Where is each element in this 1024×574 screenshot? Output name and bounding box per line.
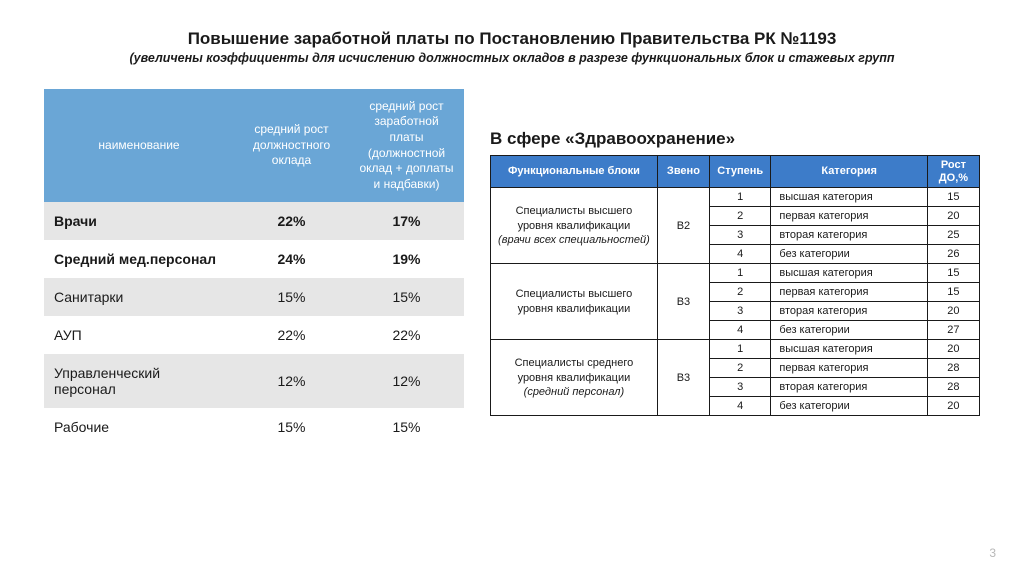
right-cell-block: Специалисты среднего уровня квалификации… [491, 340, 658, 416]
right-cell-step: 1 [710, 188, 771, 207]
table-row: Специалисты высшего уровня квалификации(… [491, 188, 980, 207]
healthcare-table: Функциональные блоки Звено Ступень Катег… [490, 155, 980, 416]
left-cell-name: Врачи [44, 202, 234, 240]
right-cell-rost: 28 [927, 359, 979, 378]
right-cell-step: 3 [710, 226, 771, 245]
right-th-block: Функциональные блоки [491, 155, 658, 187]
right-cell-cat: первая категория [771, 283, 927, 302]
right-cell-block: Специалисты высшего уровня квалификации [491, 264, 658, 340]
right-cell-rost: 20 [927, 340, 979, 359]
right-th-zveno: Звено [657, 155, 709, 187]
right-cell-cat: без категории [771, 245, 927, 264]
right-cell-cat: вторая категория [771, 302, 927, 321]
right-cell-block: Специалисты высшего уровня квалификации(… [491, 188, 658, 264]
table-row: Специалисты высшего уровня квалификацииB… [491, 264, 980, 283]
left-cell-v2: 12% [349, 354, 464, 408]
table-row: Врачи22%17% [44, 202, 464, 240]
right-cell-rost: 15 [927, 188, 979, 207]
right-cell-cat: первая категория [771, 207, 927, 226]
left-th-col2: средний рост заработной платы (должностн… [349, 89, 464, 203]
healthcare-block: В сфере «Здравоохранение» Функциональные… [490, 89, 980, 416]
table-row: Управленческий персонал12%12% [44, 354, 464, 408]
left-cell-v1: 24% [234, 240, 349, 278]
left-cell-v2: 17% [349, 202, 464, 240]
right-cell-rost: 15 [927, 264, 979, 283]
right-cell-rost: 28 [927, 378, 979, 397]
right-heading: В сфере «Здравоохранение» [490, 129, 980, 149]
salary-growth-table: наименование средний рост должностного о… [44, 89, 464, 447]
right-cell-step: 1 [710, 264, 771, 283]
left-cell-v2: 15% [349, 408, 464, 446]
content-row: наименование средний рост должностного о… [44, 89, 980, 447]
left-cell-v1: 22% [234, 316, 349, 354]
title-block: Повышение заработной платы по Постановле… [44, 28, 980, 67]
right-cell-zveno: B3 [657, 340, 709, 416]
left-cell-v2: 22% [349, 316, 464, 354]
right-cell-zveno: B2 [657, 188, 709, 264]
right-cell-cat: вторая категория [771, 226, 927, 245]
right-cell-step: 3 [710, 302, 771, 321]
left-cell-v1: 22% [234, 202, 349, 240]
left-cell-v1: 15% [234, 408, 349, 446]
right-cell-rost: 27 [927, 321, 979, 340]
page-number: 3 [989, 546, 996, 560]
right-cell-rost: 20 [927, 397, 979, 416]
right-cell-step: 2 [710, 283, 771, 302]
left-cell-name: Санитарки [44, 278, 234, 316]
left-cell-v2: 15% [349, 278, 464, 316]
right-cell-cat: первая категория [771, 359, 927, 378]
right-cell-rost: 26 [927, 245, 979, 264]
left-th-name: наименование [44, 89, 234, 203]
left-cell-v2: 19% [349, 240, 464, 278]
table-row: Рабочие15%15% [44, 408, 464, 446]
right-th-cat: Категория [771, 155, 927, 187]
left-cell-v1: 12% [234, 354, 349, 408]
right-cell-step: 4 [710, 321, 771, 340]
left-th-col1: средний рост должностного оклада [234, 89, 349, 203]
right-cell-cat: вторая категория [771, 378, 927, 397]
right-cell-step: 2 [710, 359, 771, 378]
right-th-rost: Рост ДО,% [927, 155, 979, 187]
right-cell-cat: высшая категория [771, 264, 927, 283]
left-cell-name: Рабочие [44, 408, 234, 446]
right-cell-rost: 20 [927, 207, 979, 226]
table-row: Санитарки15%15% [44, 278, 464, 316]
right-cell-step: 4 [710, 397, 771, 416]
right-cell-rost: 25 [927, 226, 979, 245]
table-row: АУП22%22% [44, 316, 464, 354]
table-row: Средний мед.персонал24%19% [44, 240, 464, 278]
right-cell-step: 3 [710, 378, 771, 397]
right-cell-cat: без категории [771, 321, 927, 340]
right-th-step: Ступень [710, 155, 771, 187]
right-cell-cat: высшая категория [771, 340, 927, 359]
left-cell-name: АУП [44, 316, 234, 354]
right-cell-zveno: B3 [657, 264, 709, 340]
subtitle: (увеличены коэффициенты для исчислению д… [44, 51, 980, 67]
right-cell-cat: без категории [771, 397, 927, 416]
table-row: Специалисты среднего уровня квалификации… [491, 340, 980, 359]
left-cell-name: Управленческий персонал [44, 354, 234, 408]
left-cell-v1: 15% [234, 278, 349, 316]
right-cell-cat: высшая категория [771, 188, 927, 207]
left-cell-name: Средний мед.персонал [44, 240, 234, 278]
main-title: Повышение заработной платы по Постановле… [44, 28, 980, 49]
right-cell-step: 1 [710, 340, 771, 359]
right-cell-step: 2 [710, 207, 771, 226]
right-cell-step: 4 [710, 245, 771, 264]
right-cell-rost: 15 [927, 283, 979, 302]
right-cell-rost: 20 [927, 302, 979, 321]
